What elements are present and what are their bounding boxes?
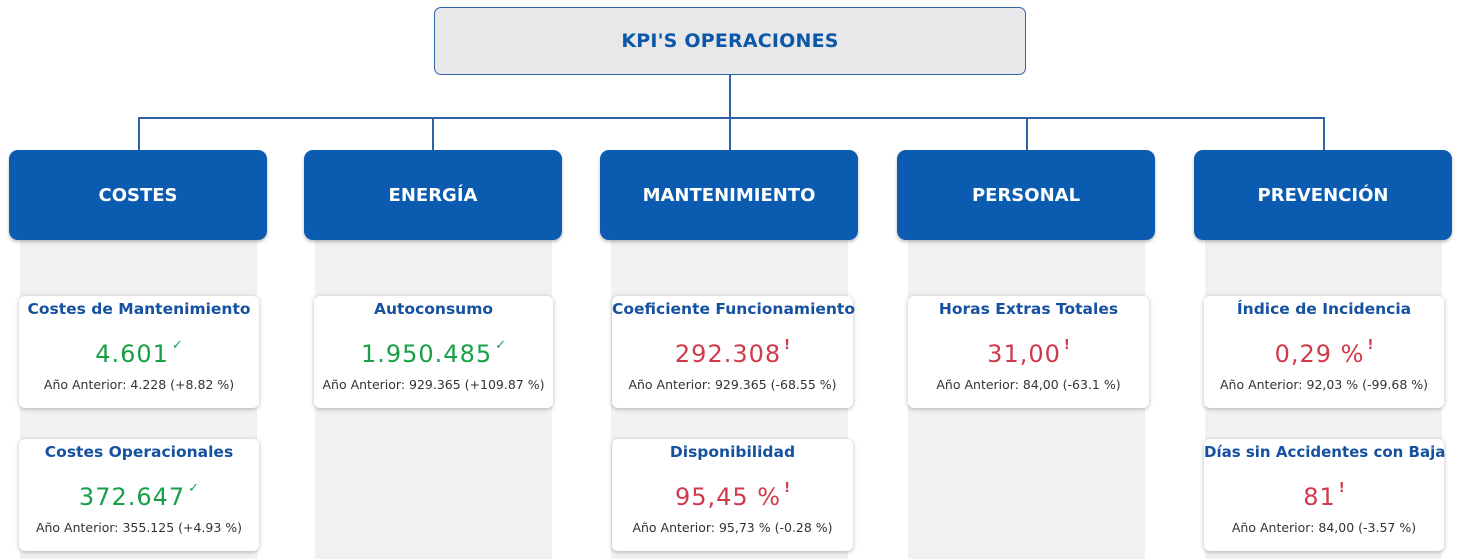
connector-mantenimiento	[729, 117, 731, 151]
kpi-previous-year: Año Anterior: 95,73 % (-0.28 %)	[632, 520, 833, 535]
kpi-value-row: 1.950.485 ✓	[314, 328, 553, 380]
alert-icon: !	[784, 481, 791, 496]
kpi-value-row: 81 !	[1204, 471, 1444, 523]
connector-energia	[432, 117, 434, 151]
kpi-previous-year: Año Anterior: 4.228 (+8.82 %)	[43, 377, 235, 392]
kpi-title: Costes de Mantenimiento	[27, 300, 251, 318]
kpi-title: Días sin Accidentes con Baja	[1204, 443, 1446, 461]
category-prevencion[interactable]: PREVENCIÓN	[1194, 150, 1452, 240]
kpi-value: 372.647	[78, 483, 186, 511]
kpi-card-indice-incidencia[interactable]: Índice de Incidencia 0,29 % ! Año Anteri…	[1204, 296, 1444, 408]
kpi-title: Costes Operacionales	[44, 443, 234, 461]
alert-icon: !	[1063, 338, 1070, 353]
kpi-value-row: 372.647 ✓	[19, 471, 259, 523]
kpi-card-disponibilidad[interactable]: Disponibilidad 95,45 % ! Año Anterior: 9…	[612, 439, 853, 551]
page-title-box: KPI'S OPERACIONES	[434, 7, 1026, 75]
kpi-previous-year: Año Anterior: 355.125 (+4.93 %)	[35, 520, 243, 535]
alert-icon: !	[1338, 481, 1345, 496]
connector-prevencion	[1323, 117, 1325, 151]
kpi-value: 81	[1303, 483, 1336, 511]
kpi-title: Índice de Incidencia	[1236, 300, 1412, 318]
kpi-value-row: 95,45 % !	[612, 471, 853, 523]
category-costes[interactable]: COSTES	[9, 150, 267, 240]
category-mantenimiento[interactable]: MANTENIMIENTO	[600, 150, 858, 240]
kpi-previous-year: Año Anterior: 929.365 (+109.87 %)	[322, 377, 545, 392]
kpi-value: 1.950.485	[360, 340, 493, 368]
alert-icon: !	[1367, 338, 1374, 353]
page-title: KPI'S OPERACIONES	[621, 30, 839, 52]
connector-vertical-main	[729, 75, 731, 118]
kpi-value-row: 4.601 ✓	[19, 328, 259, 380]
kpi-previous-year: Año Anterior: 84,00 (-3.57 %)	[1231, 520, 1417, 535]
category-label: PREVENCIÓN	[1257, 184, 1389, 206]
kpi-value: 31,00	[987, 340, 1061, 368]
kpi-value-row: 0,29 % !	[1204, 328, 1444, 380]
kpi-value: 0,29 %	[1274, 340, 1365, 368]
kpi-card-coeficiente-funcionamiento[interactable]: Coeficiente Funcionamiento 292.308 ! Año…	[612, 296, 855, 408]
check-icon: ✓	[171, 338, 183, 353]
kpi-previous-year: Año Anterior: 92,03 % (-99.68 %)	[1219, 377, 1429, 392]
check-icon: ✓	[188, 481, 200, 496]
connector-costes	[138, 117, 140, 151]
connector-personal	[1026, 117, 1028, 151]
kpi-card-autoconsumo[interactable]: Autoconsumo 1.950.485 ✓ Año Anterior: 92…	[314, 296, 553, 408]
kpi-title: Horas Extras Totales	[938, 300, 1119, 318]
kpi-value: 4.601	[95, 340, 169, 368]
kpi-title: Autoconsumo	[373, 300, 494, 318]
kpi-value: 95,45 %	[674, 483, 782, 511]
kpi-title: Disponibilidad	[669, 443, 796, 461]
category-label: ENERGÍA	[388, 184, 478, 206]
category-personal[interactable]: PERSONAL	[897, 150, 1155, 240]
kpi-title: Coeficiente Funcionamiento	[612, 300, 855, 318]
category-energia[interactable]: ENERGÍA	[304, 150, 562, 240]
category-label: COSTES	[98, 184, 178, 206]
category-label: MANTENIMIENTO	[642, 184, 816, 206]
kpi-card-costes-mantenimiento[interactable]: Costes de Mantenimiento 4.601 ✓ Año Ante…	[19, 296, 259, 408]
kpi-value: 292.308	[674, 340, 782, 368]
kpi-card-costes-operacionales[interactable]: Costes Operacionales 372.647 ✓ Año Anter…	[19, 439, 259, 551]
kpi-previous-year: Año Anterior: 929.365 (-68.55 %)	[628, 377, 837, 392]
kpi-value-row: 31,00 !	[908, 328, 1149, 380]
alert-icon: !	[784, 338, 791, 353]
kpi-previous-year: Año Anterior: 84,00 (-63.1 %)	[936, 377, 1121, 392]
kpi-card-dias-sin-accidentes[interactable]: Días sin Accidentes con Baja 81 ! Año An…	[1204, 439, 1446, 551]
connector-horizontal	[138, 117, 1325, 119]
kpi-card-horas-extras[interactable]: Horas Extras Totales 31,00 ! Año Anterio…	[908, 296, 1149, 408]
kpi-value-row: 292.308 !	[612, 328, 853, 380]
check-icon: ✓	[495, 338, 507, 353]
category-label: PERSONAL	[971, 184, 1081, 206]
